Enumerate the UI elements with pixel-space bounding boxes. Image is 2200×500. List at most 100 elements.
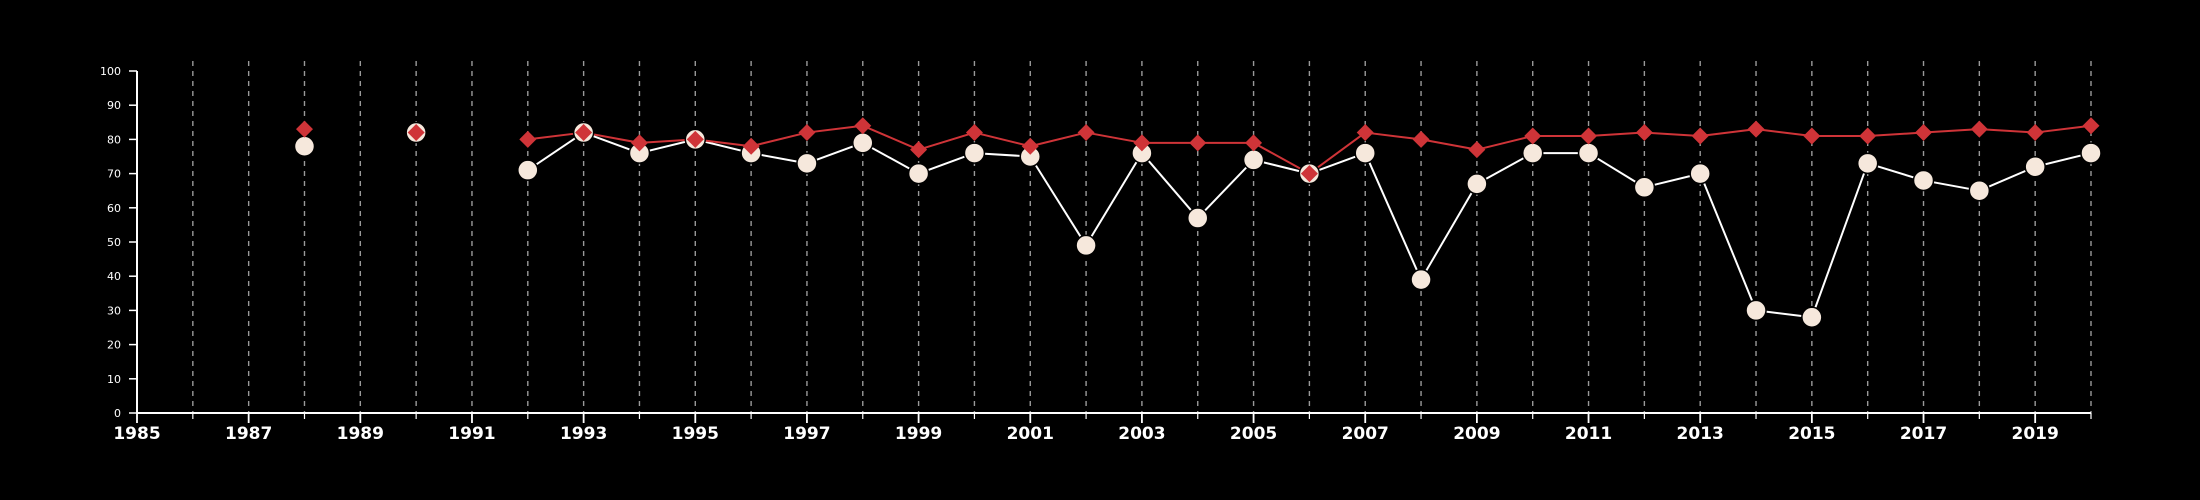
x-tick-label: 2017	[1900, 424, 1947, 444]
red-series-line	[1364, 131, 1423, 141]
red-data-point	[1970, 120, 1988, 138]
y-tick-label: 20	[107, 339, 121, 352]
red-series-line	[1755, 128, 1813, 137]
y-tick-label: 60	[107, 202, 121, 215]
cream-data-point	[1466, 173, 1488, 195]
red-data-point	[1300, 165, 1318, 183]
x-tick-label: 1995	[672, 424, 719, 444]
cream-series-line	[1364, 152, 1423, 281]
red-data-point	[1580, 127, 1598, 145]
cream-series-line	[1699, 172, 1758, 312]
red-series-line	[1308, 131, 1367, 175]
x-tick-label: 2007	[1342, 424, 1389, 444]
red-series-line	[1643, 131, 1702, 137]
cream-data-point	[1633, 176, 1656, 199]
axis-layer: 0 10 20 30 40 50 60 70 80 90 100 1985 1987 1989 1991 19…	[100, 65, 2092, 444]
red-series-line	[1978, 128, 2037, 134]
y-tick-label: 30	[107, 304, 121, 317]
red-series-line	[750, 131, 808, 148]
red-series-line	[1587, 131, 1646, 137]
cream-data-point	[1745, 299, 1767, 322]
x-tick-label: 1993	[560, 424, 607, 444]
x-tick-label: 2005	[1230, 424, 1277, 444]
cream-data-point	[1354, 142, 1376, 164]
red-series-line	[2034, 124, 2092, 134]
cream-data-point	[1410, 268, 1432, 291]
y-tick-label: 10	[107, 373, 121, 386]
red-data-point	[910, 141, 928, 159]
red-series-line	[1699, 128, 1758, 137]
red-data-point	[1524, 127, 1542, 145]
y-tick-label: 80	[107, 133, 121, 146]
cream-data-point	[1912, 169, 1935, 192]
red-data-point	[854, 117, 872, 135]
x-tick-label: 2013	[1677, 424, 1724, 444]
red-data-point	[1747, 120, 1765, 138]
cream-data-point	[1186, 207, 1209, 229]
red-series-line	[1866, 131, 1925, 137]
red-data-point	[1635, 124, 1653, 142]
grid-layer	[192, 61, 2092, 413]
cream-data-point	[907, 162, 930, 185]
red-data-point	[1412, 130, 1430, 148]
y-tick-label: 0	[114, 407, 121, 420]
y-tick-label: 90	[107, 99, 121, 112]
cream-data-point	[1521, 142, 1544, 164]
red-data-point	[2026, 124, 2044, 142]
red-data-point	[407, 124, 425, 142]
x-tick-label: 2015	[1788, 424, 1835, 444]
series-layer	[293, 117, 2102, 328]
cream-data-point	[1856, 152, 1879, 175]
y-tick-label: 70	[107, 168, 121, 181]
cream-series-line	[1196, 158, 1255, 220]
red-data-point	[965, 124, 983, 142]
red-data-point	[1021, 137, 1039, 155]
cream-data-point	[1075, 234, 1097, 257]
x-tick-label: 1999	[895, 424, 942, 444]
cream-data-point	[1577, 142, 1600, 164]
red-data-point	[686, 130, 704, 148]
cream-series-line	[1085, 152, 1143, 247]
cream-data-point	[2080, 142, 2102, 164]
red-series-line	[917, 131, 976, 151]
red-data-point	[1691, 127, 1709, 145]
y-tick-label: 50	[107, 236, 121, 249]
red-data-point	[1356, 124, 1374, 142]
x-tick-label: 1989	[337, 424, 384, 444]
x-tick-label: 1985	[113, 424, 160, 444]
red-data-point	[798, 124, 816, 142]
cream-series-line	[526, 131, 585, 172]
cream-data-point	[796, 152, 818, 175]
y-tick-label: 100	[100, 65, 121, 78]
red-data-point	[1245, 134, 1263, 152]
y-tick-label: 40	[107, 270, 121, 283]
x-tick-label: 2009	[1453, 424, 1500, 444]
red-series-line	[1029, 131, 1088, 148]
x-tick-label: 1987	[225, 424, 272, 444]
cream-data-point	[1242, 149, 1265, 171]
red-data-point	[630, 134, 648, 152]
red-series-line	[805, 124, 864, 134]
x-tick-label: 2003	[1118, 424, 1165, 444]
x-tick-label: 1997	[783, 424, 830, 444]
cream-series-line	[1029, 155, 1088, 247]
cream-data-point	[1801, 306, 1823, 328]
cream-data-point	[517, 159, 539, 181]
cream-series-line	[1587, 152, 1646, 189]
red-series-line	[861, 124, 920, 151]
red-data-point	[1803, 127, 1821, 145]
red-data-point	[1077, 124, 1095, 142]
red-series-line	[1420, 138, 1478, 151]
x-tick-label: 2001	[1007, 424, 1054, 444]
cream-data-point	[963, 142, 986, 164]
cream-data-point	[293, 135, 316, 157]
cream-data-point	[852, 132, 874, 154]
red-series-line	[973, 131, 1032, 148]
cream-series-line	[1140, 152, 1199, 220]
red-data-point	[1468, 141, 1486, 159]
red-series-line	[1475, 134, 1534, 151]
cream-series-line	[1810, 162, 1869, 319]
red-data-point	[519, 130, 537, 148]
